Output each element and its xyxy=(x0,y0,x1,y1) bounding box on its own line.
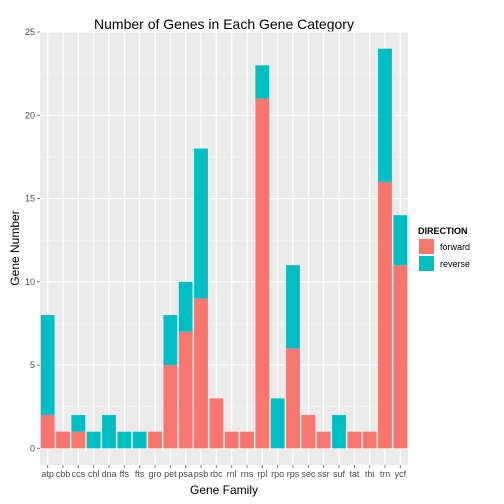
bar-forward-rpl xyxy=(255,98,270,449)
x-tick-label: cbb xyxy=(56,469,71,479)
legend-key-forward xyxy=(419,239,434,254)
legend: DIRECTION forward reverse xyxy=(417,226,470,273)
bar-reverse-atp xyxy=(40,315,55,416)
x-tick-label: psa xyxy=(178,469,193,479)
bar-forward-pet xyxy=(163,365,178,449)
bar-reverse-suf xyxy=(332,415,346,449)
bar-forward-ssr xyxy=(316,431,331,449)
x-tick-label: rnl xyxy=(227,469,237,479)
bar-reverse-psb xyxy=(194,148,208,299)
x-tick-label: psb xyxy=(194,469,209,479)
bar-forward-ycf xyxy=(393,265,408,449)
bar-forward-sec xyxy=(301,415,316,449)
y-tick-label: 20 xyxy=(25,110,35,120)
y-tick-label: 5 xyxy=(30,360,35,370)
x-tick-label: ssr xyxy=(318,469,330,479)
bar-reverse-rpo xyxy=(270,398,285,449)
bar-reverse-chl xyxy=(86,431,101,449)
bar-forward-psa xyxy=(178,331,193,449)
bar-forward-psb xyxy=(194,298,208,449)
bar-reverse-fts xyxy=(132,431,147,449)
plot-panel xyxy=(40,32,408,465)
bar-forward-trn xyxy=(378,181,392,449)
bar-forward-rps xyxy=(286,348,300,449)
y-tick-label: 15 xyxy=(25,194,35,204)
bar-forward-cbb xyxy=(56,431,70,449)
bars xyxy=(40,48,408,449)
bar-forward-rnl xyxy=(224,431,239,449)
x-tick-label: pet xyxy=(164,469,177,479)
x-tick-label: rns xyxy=(241,469,254,479)
chart-title: Number of Genes in Each Gene Category xyxy=(94,16,354,32)
y-axis-title: Gene Number xyxy=(8,210,22,285)
bar-reverse-rps xyxy=(286,265,300,349)
x-tick-label: chl xyxy=(88,469,100,479)
legend-label-forward: forward xyxy=(440,242,470,252)
x-tick-label: atp xyxy=(41,469,54,479)
x-tick-label: sec xyxy=(301,469,316,479)
x-tick-label: rbc xyxy=(210,469,223,479)
legend-title: DIRECTION xyxy=(418,226,468,236)
x-axis-title: Gene Family xyxy=(190,483,258,497)
x-tick-label: ycf xyxy=(395,469,407,479)
bar-reverse-ccs xyxy=(71,415,86,432)
y-tick-label: 10 xyxy=(25,277,35,287)
major-gridlines xyxy=(40,31,408,465)
bar-forward-atp xyxy=(40,415,55,449)
y-tick-label: 0 xyxy=(30,443,35,453)
bar-reverse-dna xyxy=(102,415,116,449)
legend-label-reverse: reverse xyxy=(440,259,470,269)
x-tick-label: tat xyxy=(349,469,360,479)
y-axis: 0 5 10 15 20 25 xyxy=(25,27,40,453)
x-tick-label: gro xyxy=(148,469,161,479)
bar-forward-rns xyxy=(240,431,254,449)
x-tick-label: rpo xyxy=(271,469,284,479)
bar-reverse-pet xyxy=(163,315,178,366)
bar-reverse-ycf xyxy=(393,215,408,266)
x-tick-label: rpl xyxy=(257,469,267,479)
x-tick-label: suf xyxy=(333,469,346,479)
x-tick-label: rps xyxy=(287,469,300,479)
bar-reverse-trn xyxy=(378,48,392,182)
bar-forward-gro xyxy=(148,431,162,449)
bar-reverse-ffs xyxy=(117,431,132,449)
x-tick-label: dna xyxy=(101,469,116,479)
x-tick-label: fts xyxy=(135,469,145,479)
x-tick-label: ccs xyxy=(72,469,86,479)
x-tick-label: trn xyxy=(380,469,391,479)
bar-forward-tat xyxy=(347,431,362,449)
bar-reverse-rpl xyxy=(255,65,270,99)
bar-forward-thi xyxy=(362,431,377,449)
bar-forward-ccs xyxy=(71,431,86,449)
x-tick-label: ffs xyxy=(120,469,130,479)
bar-forward-rbc xyxy=(209,398,224,449)
y-tick-label: 25 xyxy=(25,27,35,37)
legend-key-reverse xyxy=(419,256,434,271)
x-tick-label: thi xyxy=(365,469,375,479)
x-axis: atp cbb ccs chl dna ffs fts gro pet psa psb rbc rnl r… xyxy=(41,465,407,479)
minor-gridlines xyxy=(40,73,408,408)
bar-reverse-psa xyxy=(178,281,193,332)
